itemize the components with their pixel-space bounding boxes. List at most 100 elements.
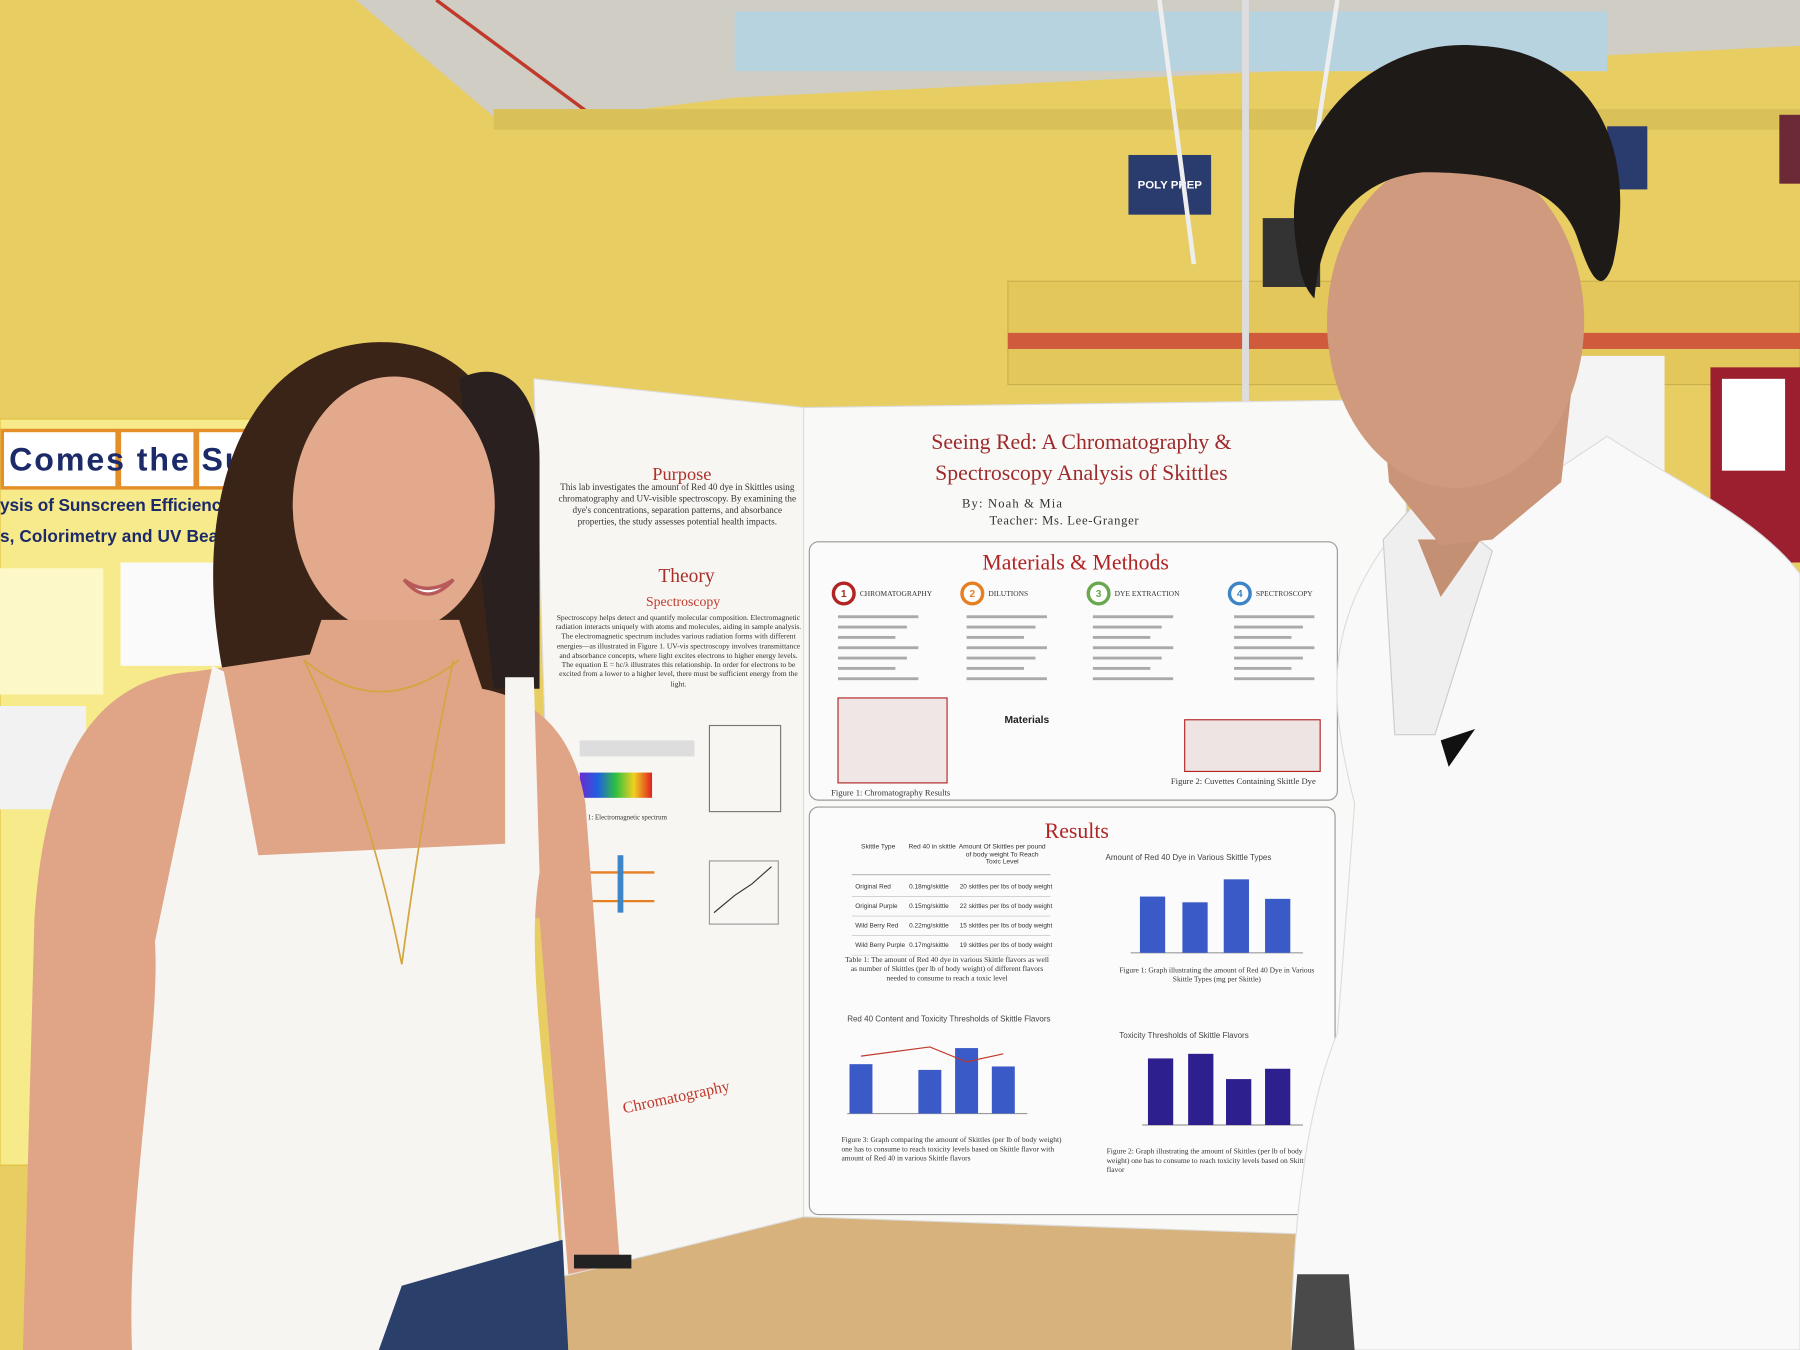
table-cell: 0.22mg/skittle [909, 923, 949, 930]
results-table: Skittle Type Red 40 in skittle Amount Of S… [851, 843, 1053, 956]
jeans [378, 1239, 569, 1350]
table-caption-box: Table 1: The amount of Red 40 dye in var… [845, 956, 1050, 983]
step-title: SPECTROSCOPY [1256, 589, 1313, 598]
step-text-line [1234, 677, 1315, 681]
table-cell: Wild Berry Red [855, 923, 899, 930]
necklace [303, 659, 460, 693]
methods-heading: Materials & Methods [982, 550, 1168, 574]
purpose-text: This lab investigates the amount of Red … [558, 482, 797, 527]
results-heading: Results [1045, 819, 1109, 843]
step-circle [960, 581, 985, 606]
step-text-line [1092, 646, 1174, 650]
purpose-heading: Purpose [652, 464, 711, 484]
boy-face [1327, 154, 1585, 488]
watch [573, 1254, 632, 1269]
chart-caption: Figure 2: Graph illustrating the amount … [1106, 1147, 1310, 1175]
poster-title: Seeing Red: A Chromatography & [931, 430, 1231, 454]
step-text-line [838, 666, 896, 670]
step-text-line [966, 656, 1036, 660]
shirt-logo [1440, 728, 1476, 767]
step-text-line [1234, 625, 1303, 629]
figure-caption: Figure 2: Cuvettes Containing Skittle Dy… [1171, 776, 1316, 786]
theory-heading: Theory [658, 566, 715, 587]
banner-tile [117, 428, 197, 490]
table-cell: Wild Berry Purple [855, 942, 905, 949]
pipe [435, 0, 593, 117]
chart-caption: Figure 3: Graph comparing the amount of … [841, 1136, 1062, 1164]
step-title: CHROMATOGRAPHY [860, 589, 933, 598]
step-text-line [1092, 615, 1174, 619]
calibration-plot [708, 860, 779, 925]
step-number: 2 [969, 589, 975, 600]
table-cell: 22 skittles per lbs of body weight [960, 903, 1053, 910]
chart-bar [1223, 879, 1249, 953]
step-text-line [1234, 656, 1303, 660]
step-number: 1 [841, 589, 847, 600]
boy-neck [1417, 539, 1481, 597]
table-cell: 20 skittles per lbs of body weight [960, 884, 1053, 891]
step-text-line [966, 625, 1036, 629]
step-text-line [838, 635, 896, 639]
figure-caption: Figure 1: Chromatography Results [831, 788, 951, 798]
table-caption: Table 1: The amount of Red 40 dye in var… [845, 956, 1050, 983]
step-text-line [838, 615, 919, 619]
table-header: Skittle Type [861, 843, 896, 851]
poster-title: Spectroscopy Analysis of Skittles [935, 461, 1227, 485]
step-number: 4 [1237, 589, 1243, 600]
spectrum-scale [579, 740, 695, 757]
poster-authors: By: Noah & Mia [962, 496, 1063, 510]
table-header-box: Skittle Type [861, 843, 896, 851]
calibration-line [713, 866, 772, 914]
step-text-line [966, 677, 1047, 681]
table-header: Red 40 in skittle [908, 843, 956, 851]
necklace [303, 659, 403, 965]
step-text-line [838, 656, 907, 660]
table-cell: Original Red [855, 884, 891, 891]
step-text-line [1092, 677, 1174, 681]
banner-subtitle: ysis of Sunscreen Efficiency V [0, 495, 247, 515]
table-cell: Original Purple [855, 903, 898, 910]
hoop-cable [1157, 0, 1197, 265]
spectrum-image [579, 772, 653, 798]
step-number: 3 [1096, 589, 1102, 600]
step-text-line [1092, 656, 1162, 660]
chromatography-photo [837, 697, 948, 784]
table-cell: 15 skittles per lbs of body weight [960, 923, 1053, 930]
step-text-line [1092, 635, 1151, 639]
step-title: DYE EXTRACTION [1115, 589, 1180, 598]
spectroscopy-heading: Spectroscopy [646, 594, 720, 609]
banner-title: Comes the Su [9, 442, 244, 478]
girl-top [131, 665, 569, 1350]
methods-steps: 1 CHROMATOGRAPHY 2 DILUTIONS 3 DYE EXTRACTION… [831, 581, 1315, 681]
chart-line [860, 1046, 1004, 1063]
chart-caption: Figure 1: Graph illustrating the amount … [1119, 966, 1315, 984]
step-text-line [838, 625, 907, 629]
step-text-line [1234, 635, 1292, 639]
banner-sheet [0, 568, 104, 695]
step-circle [831, 581, 856, 606]
purpose-text-box: This lab investigates the amount of Red … [558, 482, 797, 527]
figure-caption: Figure 1: Electromagnetic spectrum [568, 815, 667, 822]
chart-bar [1226, 1079, 1252, 1125]
step-text-line [966, 646, 1047, 650]
poster-teacher: Teacher: Ms. Lee-Granger [990, 514, 1140, 528]
boy-hair [1293, 44, 1621, 299]
chart-caption-box: Figure 3: Graph comparing the amount of … [841, 1136, 1062, 1164]
girl-body [22, 619, 620, 1350]
banner-tile [0, 428, 119, 490]
materials-label: Materials [1004, 715, 1049, 726]
table-cell: 0.15mg/skittle [909, 903, 949, 910]
step-text-line [838, 677, 919, 681]
gym-sign-text: POLY PREP [1138, 179, 1203, 191]
chart-bar [955, 1048, 979, 1114]
banner-flag [1779, 114, 1800, 184]
boy-pants [1291, 1274, 1355, 1350]
step-text-line [1234, 666, 1292, 670]
chart-bar [849, 1064, 873, 1114]
step-text-line [1234, 615, 1315, 619]
step-text-line [1092, 625, 1162, 629]
step-text-line [1092, 666, 1151, 670]
gym-sign [1128, 154, 1212, 215]
banner-chart [120, 562, 230, 666]
